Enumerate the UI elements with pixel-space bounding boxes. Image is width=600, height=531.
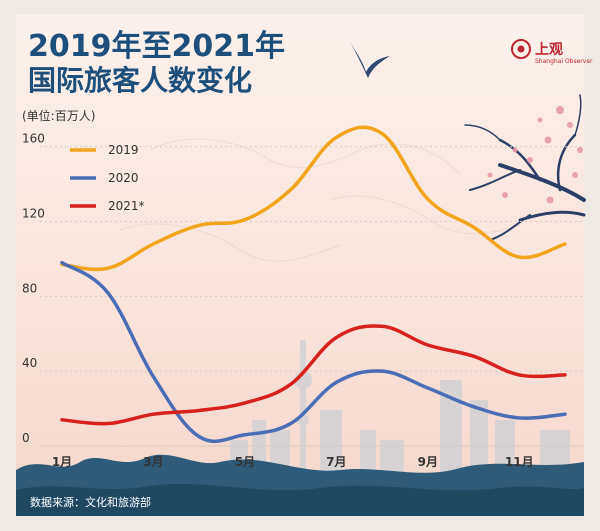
gridlines [40,146,584,447]
legend: 2019 2020 2021* [70,143,145,213]
x-tick-label: 9月 [418,455,438,469]
y-tick-label: 0 [22,431,30,445]
x-axis-ticks: 1月 3月 5月 7月 9月 11月 [52,455,534,469]
series-line-2021 [60,324,567,426]
legend-label-2020: 2020 [108,171,139,185]
page-title: 2019年至2021年 [28,29,285,64]
legend-label-2021: 2021* [108,199,145,213]
y-axis-unit-label: (单位:百万人) [22,108,95,123]
y-axis-ticks: 0 40 80 120 160 [22,132,45,445]
y-tick-label: 80 [22,281,37,295]
source-note: 数据来源：文化和旅游部 [30,495,151,509]
x-tick-label: 5月 [235,455,255,469]
series-line-2020 [60,260,567,444]
x-tick-label: 7月 [326,455,346,469]
x-tick-label: 1月 [52,455,72,469]
series-line-2019 [60,125,567,272]
tree-branch-decoration [464,94,586,241]
legend-label-2019: 2019 [108,143,139,157]
y-tick-label: 160 [22,132,45,146]
y-tick-label: 120 [22,207,45,221]
x-tick-label: 11月 [505,455,534,469]
logo-subtitle: Shanghai Observer [535,58,593,65]
x-tick-label: 3月 [143,455,163,469]
blossom-decoration [487,106,583,204]
page-subtitle: 国际旅客人数变化 [28,64,252,97]
logo-name: 上观 [535,42,563,58]
bottom-foliage-decoration [16,454,584,516]
series-layer [60,125,567,444]
logo-mark-icon [511,39,531,59]
y-tick-label: 40 [22,356,37,370]
logo: 上观 Shanghai Observer [511,39,593,65]
bird-icon [350,42,390,78]
